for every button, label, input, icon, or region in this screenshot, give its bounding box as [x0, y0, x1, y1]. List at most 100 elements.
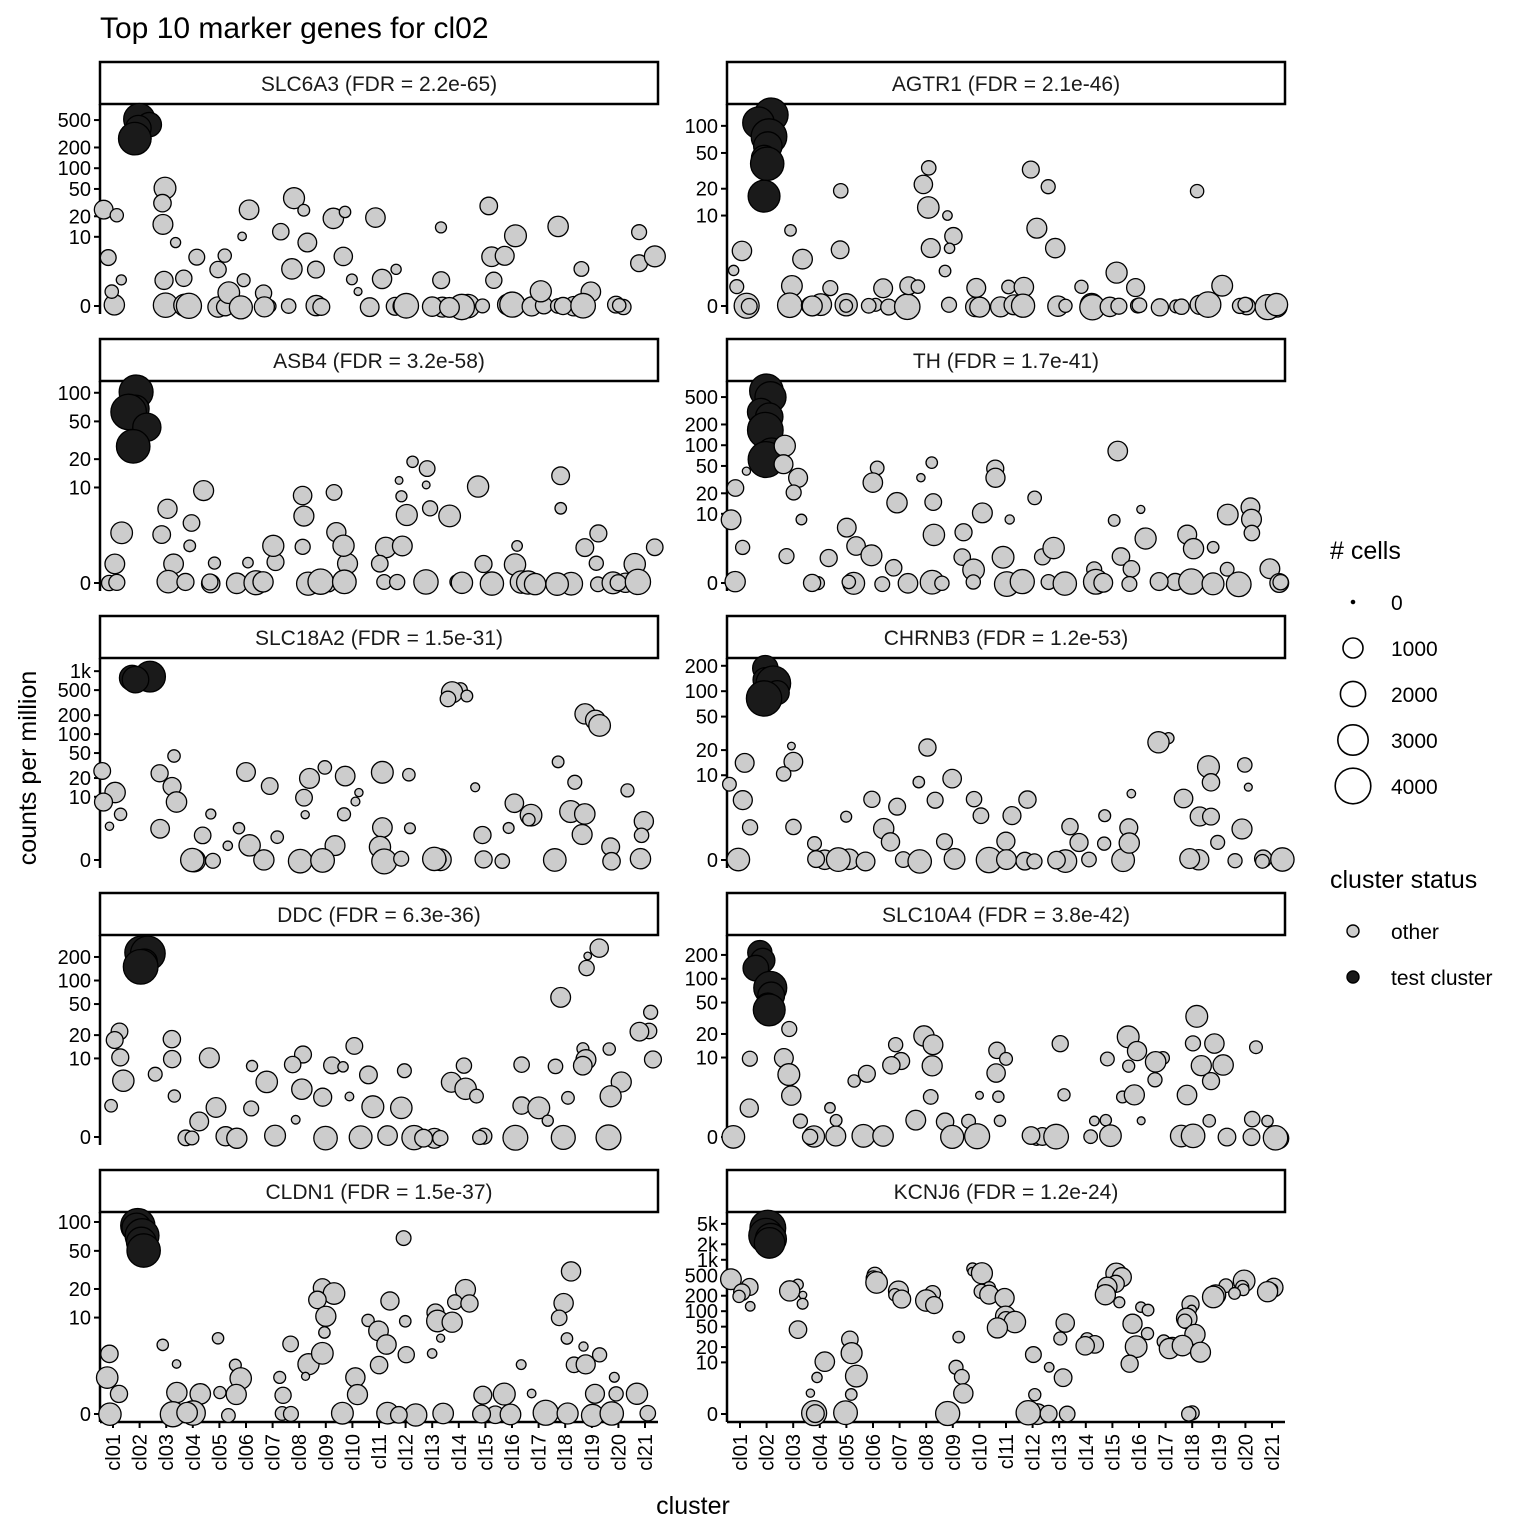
data-point-cl05	[829, 1113, 843, 1127]
data-point-cl09	[308, 1290, 327, 1310]
data-point-cl06	[238, 199, 260, 221]
data-point-cl10	[348, 1125, 373, 1150]
data-point-cl18	[545, 572, 570, 596]
data-point-cl03	[777, 1063, 801, 1087]
data-point-cl09	[934, 575, 950, 592]
data-point-cl20	[1236, 757, 1253, 773]
x-tick-label: cl19	[582, 1434, 604, 1471]
y-tick-label: 200	[58, 947, 91, 969]
data-point-cl10	[963, 1123, 991, 1150]
data-point-cl12	[394, 475, 404, 485]
x-tick-label: cl12	[1023, 1434, 1045, 1471]
data-point-cl21	[629, 847, 652, 870]
data-point-cl13	[1058, 1405, 1076, 1423]
data-point-cl14	[1069, 832, 1089, 853]
data-point-cl08	[918, 738, 937, 757]
data-point-cl11	[377, 1125, 398, 1147]
data-point-cl18	[1176, 1084, 1198, 1106]
y-tick-label: 10	[696, 1048, 718, 1070]
data-point-cl08	[300, 1371, 311, 1382]
data-point-cl05	[205, 1096, 227, 1118]
data-point-cl04	[822, 280, 839, 297]
data-point-cl18	[550, 1124, 576, 1151]
x-tick-label: cl08	[289, 1434, 311, 1471]
data-point-cl05	[840, 1342, 863, 1365]
y-tick-label: 50	[69, 1241, 91, 1263]
data-point-cl03	[167, 1089, 182, 1103]
data-point-cl12	[393, 292, 420, 319]
data-point-cl20	[1227, 853, 1243, 869]
data-point-cl01	[744, 1300, 756, 1312]
data-point-cl12	[1026, 853, 1043, 870]
data-point-cl01	[110, 521, 134, 545]
y-tick-label: 50	[69, 179, 91, 201]
data-point-cl02	[753, 1226, 786, 1259]
data-point-cl07	[273, 1370, 287, 1385]
data-point-cl06	[851, 1123, 876, 1148]
data-point-cl15	[1107, 513, 1121, 527]
data-point-cl03	[157, 498, 178, 520]
data-point-cl05	[825, 847, 851, 873]
data-point-cl08	[282, 1335, 300, 1353]
data-point-cl10	[965, 790, 983, 808]
data-point-cl21	[625, 1382, 649, 1405]
data-point-cl03	[153, 193, 172, 213]
data-point-cl09	[325, 483, 343, 501]
data-point-cl08	[294, 538, 311, 555]
data-point-cl11	[993, 1114, 1007, 1128]
data-point-cl08	[926, 791, 944, 809]
y-tick-label: 20	[696, 179, 718, 201]
data-point-cl12	[395, 1230, 412, 1247]
data-point-cl20	[608, 1371, 620, 1383]
x-tick-label: cl06	[236, 1434, 258, 1471]
x-tick-label: cl01	[103, 1434, 125, 1471]
legend-size-label: 3000	[1391, 730, 1438, 753]
data-point-cl14	[455, 1057, 473, 1074]
data-point-cl20	[599, 1085, 622, 1108]
data-point-cl16	[504, 793, 525, 814]
data-point-cl05	[222, 840, 234, 852]
data-point-cl07	[882, 1056, 901, 1075]
data-point-cl02	[122, 948, 159, 985]
data-point-cl21	[1270, 847, 1295, 872]
data-point-cl19	[573, 803, 596, 825]
data-point-cl20	[599, 1401, 625, 1426]
data-point-cl08	[913, 174, 934, 195]
data-point-cl08	[297, 203, 311, 217]
data-point-cl07	[255, 1070, 279, 1094]
legend-status-title: cluster status	[1330, 866, 1477, 894]
data-point-cl01	[100, 1344, 119, 1364]
data-point-cl13	[432, 271, 451, 290]
data-point-cl19	[578, 959, 595, 977]
data-point-cl05	[847, 1074, 861, 1088]
data-point-cl19	[575, 538, 595, 558]
data-point-cl12	[398, 1314, 412, 1328]
data-point-cl04	[801, 295, 823, 317]
data-point-cl13	[1047, 850, 1066, 870]
data-point-cl16	[499, 291, 526, 318]
data-point-cl12	[1026, 217, 1048, 239]
data-point-cl17	[527, 1096, 551, 1120]
y-tick-label: 100	[58, 158, 91, 180]
x-tick-label: cl08	[916, 1434, 938, 1471]
data-point-cl12	[389, 1405, 408, 1424]
y-tick-label: 20	[69, 1025, 91, 1047]
x-tick-label: cl11	[996, 1434, 1018, 1469]
data-point-cl09	[318, 1326, 331, 1339]
data-point-cl10	[354, 787, 364, 798]
data-point-cl04	[801, 1128, 819, 1146]
data-point-cl09	[943, 242, 956, 255]
data-point-cl01	[741, 819, 759, 836]
panel-cldn1: CLDN1 (FDR = 1.5e-37)cl01 cl02 cl03 cl04 cl0…	[58, 1168, 660, 1471]
data-point-cl06	[237, 231, 248, 242]
legend-size-label: 1000	[1391, 638, 1438, 661]
data-point-cl05	[844, 1388, 858, 1401]
facet-strip	[725, 891, 1287, 937]
data-point-cl17	[1144, 1051, 1167, 1073]
data-point-cl03	[154, 270, 174, 291]
y-tick-label: 500	[685, 387, 718, 409]
data-point-cl04	[176, 1401, 199, 1424]
data-point-cl18	[1180, 1406, 1197, 1422]
data-point-cl16	[492, 1382, 516, 1406]
